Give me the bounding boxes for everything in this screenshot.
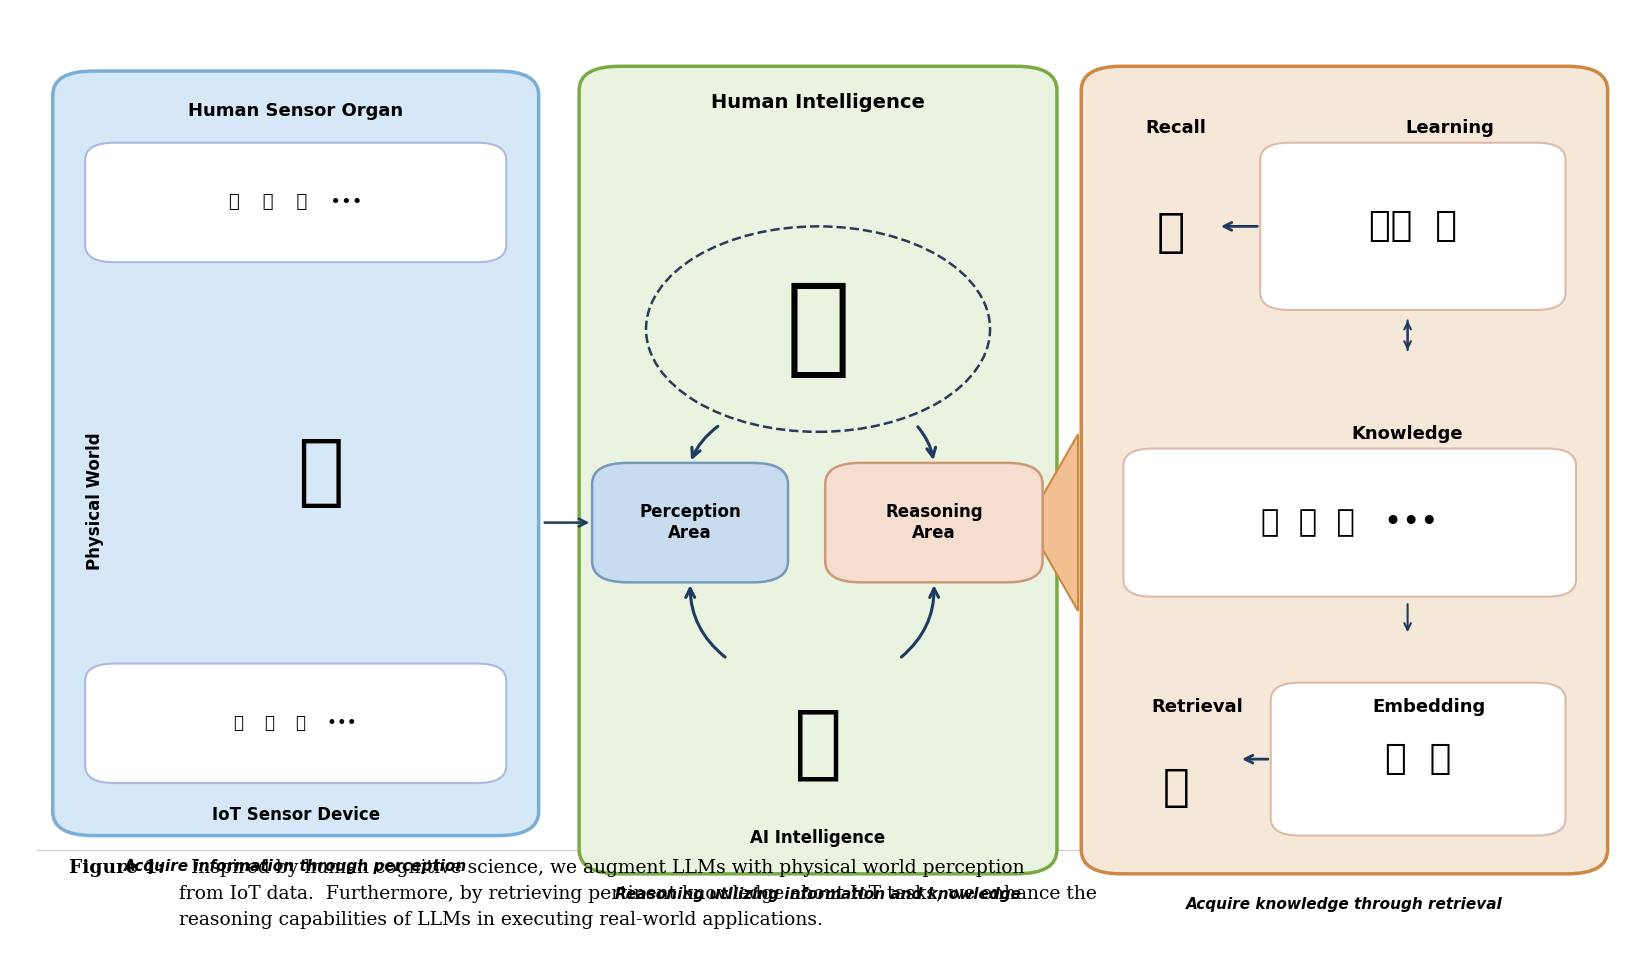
Text: Retrieval: Retrieval [1151,698,1242,715]
Text: Perception
Area: Perception Area [640,503,741,542]
Text: 📚  🎓  📖   •••: 📚 🎓 📖 ••• [1262,508,1439,537]
FancyBboxPatch shape [1081,67,1607,873]
Text: Knowledge: Knowledge [1351,425,1464,443]
Text: Figure 1:: Figure 1: [68,860,164,877]
Text: Inspired by human cognitive science, we augment LLMs with physical world percept: Inspired by human cognitive science, we … [179,860,1097,929]
Text: ⏱️    📡    🖥️    •••: ⏱️ 📡 🖥️ ••• [234,714,357,733]
Text: 🔍: 🔍 [1162,766,1190,810]
Text: Recall: Recall [1146,120,1206,138]
Text: 👁️    👂    👃    •••: 👁️ 👂 👃 ••• [230,194,363,211]
FancyBboxPatch shape [85,143,506,262]
Text: 🤖: 🤖 [794,706,842,784]
Text: Acquire information through perception: Acquire information through perception [124,859,467,873]
FancyBboxPatch shape [580,67,1057,873]
Text: Human Intelligence: Human Intelligence [711,94,925,112]
Text: Acquire knowledge through retrieval: Acquire knowledge through retrieval [1187,897,1503,912]
Text: AI Intelligence: AI Intelligence [751,828,886,846]
FancyBboxPatch shape [1271,683,1566,836]
Text: Reasoning
Area: Reasoning Area [886,503,983,542]
Text: 🧠: 🧠 [1156,211,1185,256]
FancyBboxPatch shape [593,463,788,582]
Text: IoT Sensor Device: IoT Sensor Device [212,806,379,823]
Text: Embedding: Embedding [1372,698,1485,715]
FancyBboxPatch shape [825,463,1042,582]
Text: 👨‍🏫  📚: 👨‍🏫 📚 [1369,209,1457,243]
Text: Human Sensor Organ: Human Sensor Organ [189,102,404,120]
FancyBboxPatch shape [1260,143,1566,310]
FancyBboxPatch shape [1123,448,1576,597]
FancyBboxPatch shape [52,71,539,836]
Text: 🧠: 🧠 [786,276,850,382]
Text: Reasoning utilizing information and knowledge: Reasoning utilizing information and know… [615,887,1021,902]
Polygon shape [1042,434,1078,611]
Text: 🗄️  🕸️: 🗄️ 🕸️ [1385,742,1451,776]
Text: Learning: Learning [1405,120,1495,138]
Text: Physical World: Physical World [86,432,104,570]
Text: 🌍: 🌍 [296,435,344,511]
FancyBboxPatch shape [85,663,506,783]
